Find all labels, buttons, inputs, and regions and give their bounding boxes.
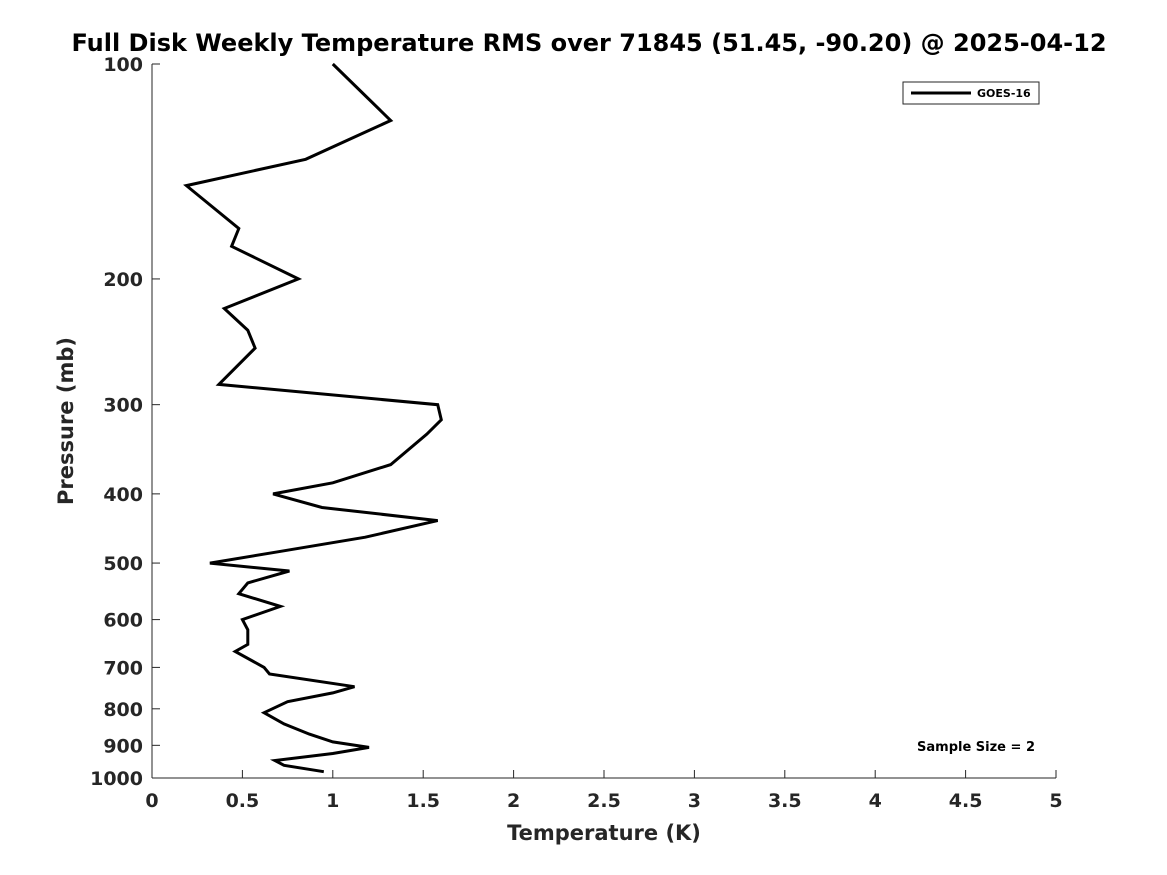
chart-title: Full Disk Weekly Temperature RMS over 71… — [71, 29, 1106, 57]
y-axis-label: Pressure (mb) — [54, 337, 78, 505]
y-tick-label: 400 — [103, 484, 143, 506]
y-tick-label: 200 — [103, 269, 143, 291]
y-tick-label: 500 — [103, 553, 143, 575]
x-tick-label: 3.5 — [768, 790, 802, 812]
legend: GOES-16 — [902, 81, 1040, 105]
x-tick-label: 2.5 — [587, 790, 621, 812]
legend-label-goes-16: GOES-16 — [977, 87, 1031, 100]
y-tick-label: 1000 — [90, 768, 143, 790]
y-tick-label: 800 — [103, 699, 143, 721]
x-tick-label: 5 — [1049, 790, 1062, 812]
plot-area — [183, 62, 443, 774]
x-axis-ticks: 0 0.5 1 1.5 2 2.5 3 3.5 4 4.5 5 — [145, 770, 1063, 812]
y-tick-label: 300 — [103, 395, 143, 417]
x-tick-label: 1.5 — [406, 790, 440, 812]
x-tick-label: 2 — [507, 790, 520, 812]
x-tick-label: 0 — [145, 790, 158, 812]
y-tick-label: 900 — [103, 735, 143, 757]
y-axis-ticks: 100 200 300 400 500 600 700 800 900 1000 — [90, 54, 160, 790]
y-tick-label: 600 — [103, 610, 143, 632]
x-tick-label: 3 — [688, 790, 701, 812]
x-axis-label: Temperature (K) — [507, 821, 701, 845]
x-tick-label: 0.5 — [226, 790, 260, 812]
x-tick-label: 4.5 — [949, 790, 983, 812]
x-tick-label: 1 — [326, 790, 339, 812]
y-tick-label: 700 — [103, 657, 143, 679]
sample-size-annotation: Sample Size = 2 — [917, 740, 1035, 755]
series-line-goes-16 — [183, 62, 443, 774]
y-tick-label: 100 — [103, 54, 143, 76]
x-tick-label: 4 — [869, 790, 882, 812]
